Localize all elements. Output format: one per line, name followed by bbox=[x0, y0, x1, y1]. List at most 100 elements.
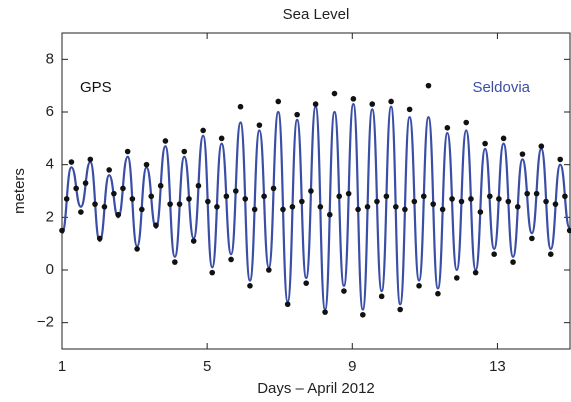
data-point bbox=[317, 204, 324, 210]
data-point bbox=[477, 209, 484, 215]
data-point bbox=[491, 251, 497, 257]
data-point bbox=[547, 251, 554, 257]
data-point bbox=[388, 98, 394, 105]
data-point bbox=[416, 283, 422, 289]
data-point bbox=[237, 103, 244, 110]
data-point bbox=[510, 259, 516, 265]
data-point bbox=[350, 96, 357, 102]
data-point bbox=[111, 190, 117, 197]
data-point bbox=[308, 188, 314, 194]
y-tick-label: 0 bbox=[46, 261, 54, 278]
data-point bbox=[299, 198, 305, 205]
data-point bbox=[153, 222, 159, 229]
data-point bbox=[214, 204, 220, 210]
data-point bbox=[360, 311, 366, 318]
data-point bbox=[148, 193, 155, 200]
data-point bbox=[487, 193, 493, 200]
data-point bbox=[270, 185, 277, 192]
x-tick-label: 1 bbox=[58, 358, 66, 375]
data-point bbox=[261, 193, 267, 200]
data-point bbox=[256, 122, 263, 128]
data-point bbox=[538, 143, 545, 150]
data-point bbox=[468, 196, 474, 202]
data-point bbox=[435, 290, 441, 297]
data-point bbox=[364, 204, 371, 210]
data-point bbox=[420, 193, 427, 200]
data-point bbox=[157, 182, 164, 189]
legend-label: Seldovia bbox=[472, 79, 530, 96]
data-point bbox=[430, 201, 437, 207]
x-tick-label: 9 bbox=[348, 358, 356, 375]
data-point bbox=[251, 206, 258, 213]
data-point bbox=[345, 190, 352, 197]
data-point bbox=[139, 206, 145, 213]
data-point bbox=[284, 301, 291, 308]
data-point bbox=[326, 211, 333, 218]
data-point bbox=[552, 201, 559, 207]
data-point bbox=[275, 98, 282, 105]
data-point bbox=[115, 211, 122, 218]
data-point bbox=[209, 269, 216, 276]
data-point bbox=[200, 127, 206, 134]
data-point bbox=[266, 267, 272, 273]
data-point bbox=[406, 106, 413, 113]
y-tick-label: 8 bbox=[46, 50, 54, 67]
x-axis-label: Days – April 2012 bbox=[257, 380, 375, 397]
data-point bbox=[566, 227, 571, 234]
y-tick-label: 4 bbox=[46, 156, 54, 173]
data-point bbox=[458, 198, 465, 205]
data-point bbox=[92, 201, 98, 207]
data-point bbox=[355, 206, 361, 213]
x-tick-label: 5 bbox=[203, 358, 211, 375]
data-point bbox=[500, 135, 507, 142]
data-point bbox=[186, 196, 192, 202]
series-line bbox=[60, 102, 571, 311]
data-point bbox=[374, 198, 380, 205]
data-point bbox=[134, 246, 140, 252]
data-point bbox=[205, 198, 211, 205]
data-point bbox=[129, 196, 136, 202]
data-point bbox=[331, 90, 338, 97]
data-point bbox=[496, 196, 502, 202]
data-point bbox=[378, 293, 385, 300]
data-point bbox=[449, 196, 455, 202]
data-point bbox=[73, 185, 79, 192]
data-point bbox=[322, 309, 328, 315]
data-point bbox=[143, 161, 150, 168]
data-point bbox=[162, 138, 169, 144]
y-tick-label: −2 bbox=[37, 314, 54, 331]
plot-frame bbox=[61, 32, 571, 350]
data-point bbox=[514, 204, 521, 210]
data-point bbox=[218, 135, 225, 142]
data-point bbox=[425, 82, 432, 89]
y-tick-label: 2 bbox=[46, 208, 54, 225]
data-point bbox=[167, 201, 173, 207]
data-point bbox=[289, 204, 296, 210]
data-point bbox=[233, 188, 239, 194]
data-point bbox=[562, 193, 568, 200]
data-point bbox=[397, 306, 403, 313]
x-tick-label: 13 bbox=[489, 358, 506, 375]
data-point bbox=[294, 111, 300, 118]
y-tick-label: 6 bbox=[46, 103, 54, 120]
data-point bbox=[223, 193, 230, 200]
data-point bbox=[402, 206, 408, 213]
data-point bbox=[411, 198, 418, 205]
legend-label: GPS bbox=[80, 79, 112, 96]
data-point bbox=[524, 190, 530, 197]
data-point bbox=[312, 101, 319, 107]
data-point bbox=[439, 206, 446, 213]
data-point bbox=[557, 156, 564, 163]
data-point bbox=[82, 180, 89, 186]
data-point bbox=[383, 193, 390, 200]
data-point bbox=[505, 198, 512, 205]
data-point bbox=[106, 167, 112, 173]
data-point bbox=[195, 182, 202, 189]
data-point bbox=[472, 269, 479, 276]
data-point bbox=[463, 119, 470, 126]
data-point bbox=[242, 196, 249, 202]
data-point bbox=[68, 159, 75, 165]
data-point bbox=[303, 280, 310, 286]
data-point bbox=[444, 125, 451, 131]
